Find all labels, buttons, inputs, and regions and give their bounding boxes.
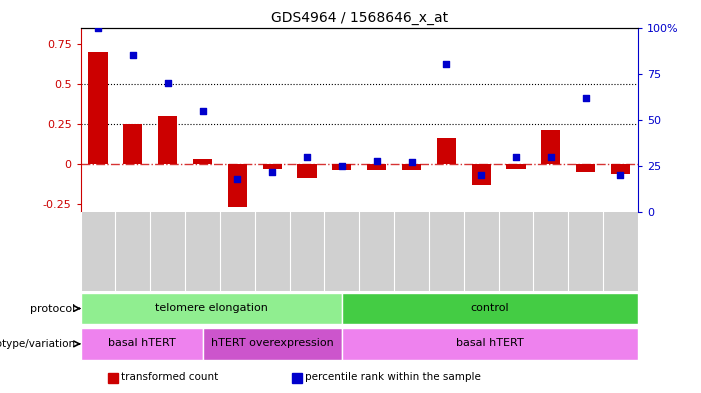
Bar <box>263 164 282 169</box>
Bar <box>541 130 560 164</box>
Text: protocol: protocol <box>29 303 75 314</box>
Bar <box>203 328 342 360</box>
Bar <box>81 292 342 325</box>
Point <box>93 24 104 31</box>
Bar <box>611 164 630 174</box>
Title: GDS4964 / 1568646_x_at: GDS4964 / 1568646_x_at <box>271 11 448 25</box>
Bar <box>506 164 526 169</box>
Text: control: control <box>470 303 509 313</box>
Text: transformed count: transformed count <box>121 372 218 382</box>
Point <box>301 154 313 160</box>
Bar <box>342 292 638 325</box>
Bar <box>437 138 456 164</box>
Text: hTERT overexpression: hTERT overexpression <box>211 338 334 348</box>
Bar <box>158 116 177 164</box>
Point <box>475 172 486 178</box>
Point <box>406 159 417 165</box>
Bar <box>402 164 421 171</box>
Point <box>162 80 173 86</box>
Point <box>441 61 452 68</box>
Bar <box>88 51 108 164</box>
Point <box>336 163 348 169</box>
Bar <box>297 164 317 178</box>
Bar <box>472 164 491 185</box>
Text: telomere elongation: telomere elongation <box>155 303 268 313</box>
Text: basal hTERT: basal hTERT <box>456 338 524 348</box>
Bar <box>342 328 638 360</box>
Point <box>197 107 208 114</box>
Text: genotype/variation: genotype/variation <box>0 339 75 349</box>
Bar <box>576 164 595 172</box>
Point <box>545 154 557 160</box>
Bar <box>228 164 247 208</box>
Point <box>615 172 626 178</box>
Point <box>128 52 139 58</box>
Bar <box>81 328 203 360</box>
Bar <box>123 124 142 164</box>
Bar <box>332 164 351 171</box>
Point <box>232 176 243 182</box>
Point <box>580 95 591 101</box>
Bar <box>367 164 386 171</box>
Bar <box>193 159 212 164</box>
Text: basal hTERT: basal hTERT <box>108 338 175 348</box>
Text: percentile rank within the sample: percentile rank within the sample <box>305 372 481 382</box>
Point <box>371 157 382 163</box>
Point <box>510 154 522 160</box>
Point <box>266 169 278 175</box>
